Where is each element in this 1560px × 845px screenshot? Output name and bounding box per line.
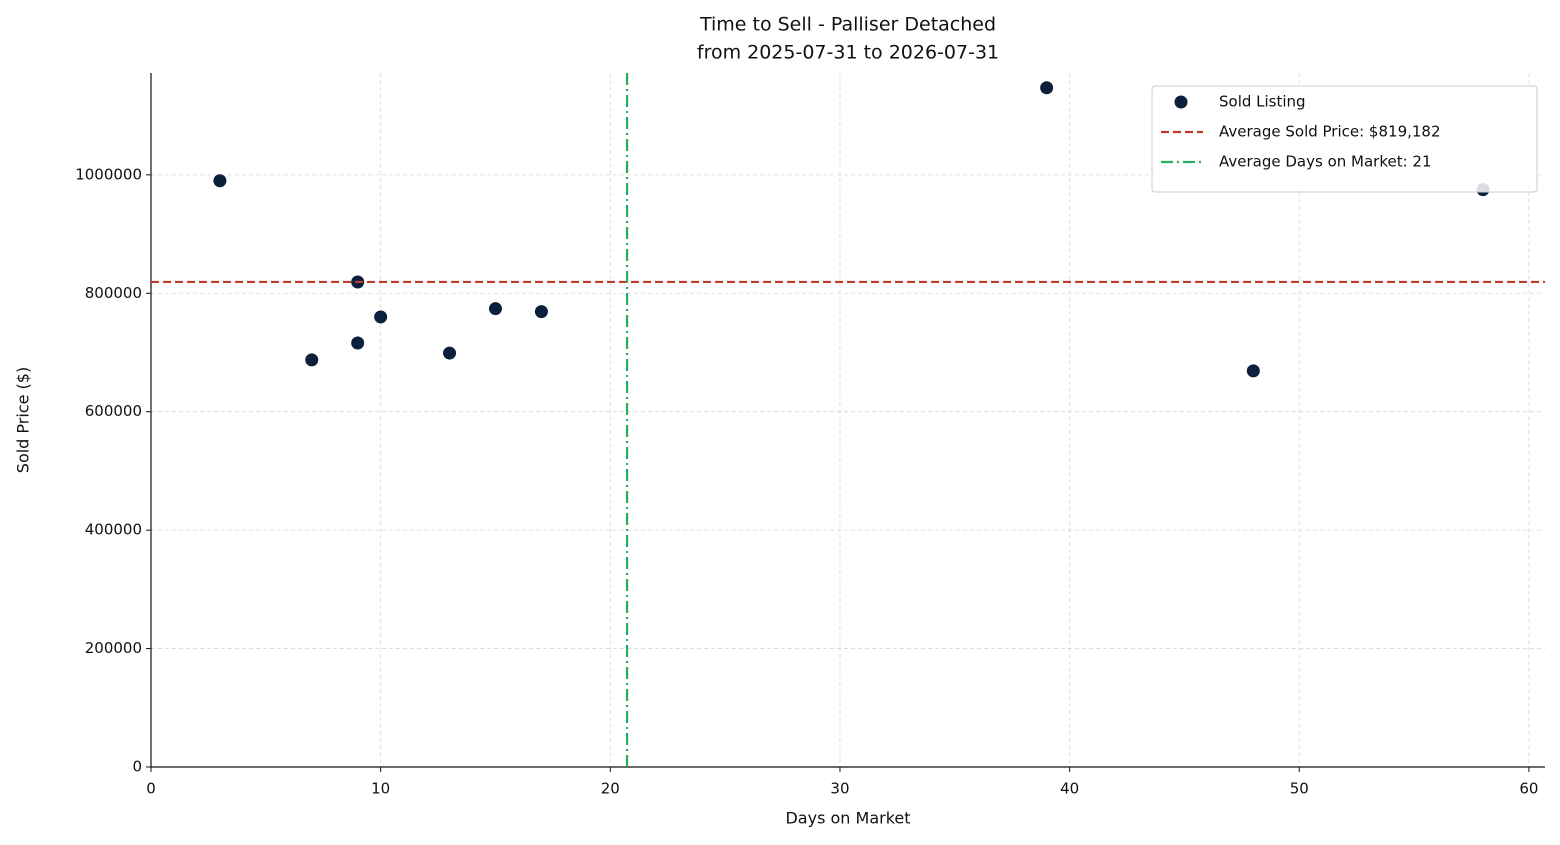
point	[534, 305, 548, 319]
x-tick-label: 40	[1060, 780, 1079, 798]
point	[305, 353, 319, 367]
x-tick-label: 10	[371, 780, 390, 798]
point	[488, 302, 502, 316]
x-axis-label: Days on Market	[785, 809, 910, 828]
x-tick-label: 50	[1290, 780, 1309, 798]
point	[1040, 81, 1054, 95]
chart-title: Time to Sell - Palliser Detached	[699, 14, 996, 36]
y-axis-label: Sold Price ($)	[14, 367, 33, 473]
y-tick-label: 1000000	[75, 165, 142, 183]
point	[1246, 364, 1260, 378]
legend-label: Average Sold Price: $819,182	[1219, 123, 1441, 141]
legend-box	[1151, 85, 1538, 193]
legend-label: Average Days on Market: 21	[1219, 153, 1432, 171]
y-tick-label: 200000	[85, 639, 142, 657]
y-tick-label: 400000	[85, 521, 142, 539]
point	[443, 346, 457, 360]
legend-marker	[1174, 95, 1188, 109]
x-tick-label: 20	[601, 780, 620, 798]
x-tick-label: 60	[1519, 780, 1538, 798]
y-tick-label: 0	[132, 758, 142, 776]
point	[374, 310, 388, 324]
point	[213, 174, 227, 188]
point	[351, 336, 365, 350]
y-tick-label: 800000	[85, 284, 142, 302]
y-tick-label: 600000	[85, 402, 142, 420]
x-tick-label: 0	[146, 780, 156, 798]
chart-subtitle: from 2025-07-31 to 2026-07-31	[697, 42, 999, 64]
x-tick-label: 30	[830, 780, 849, 798]
legend-label: Sold Listing	[1219, 93, 1306, 111]
